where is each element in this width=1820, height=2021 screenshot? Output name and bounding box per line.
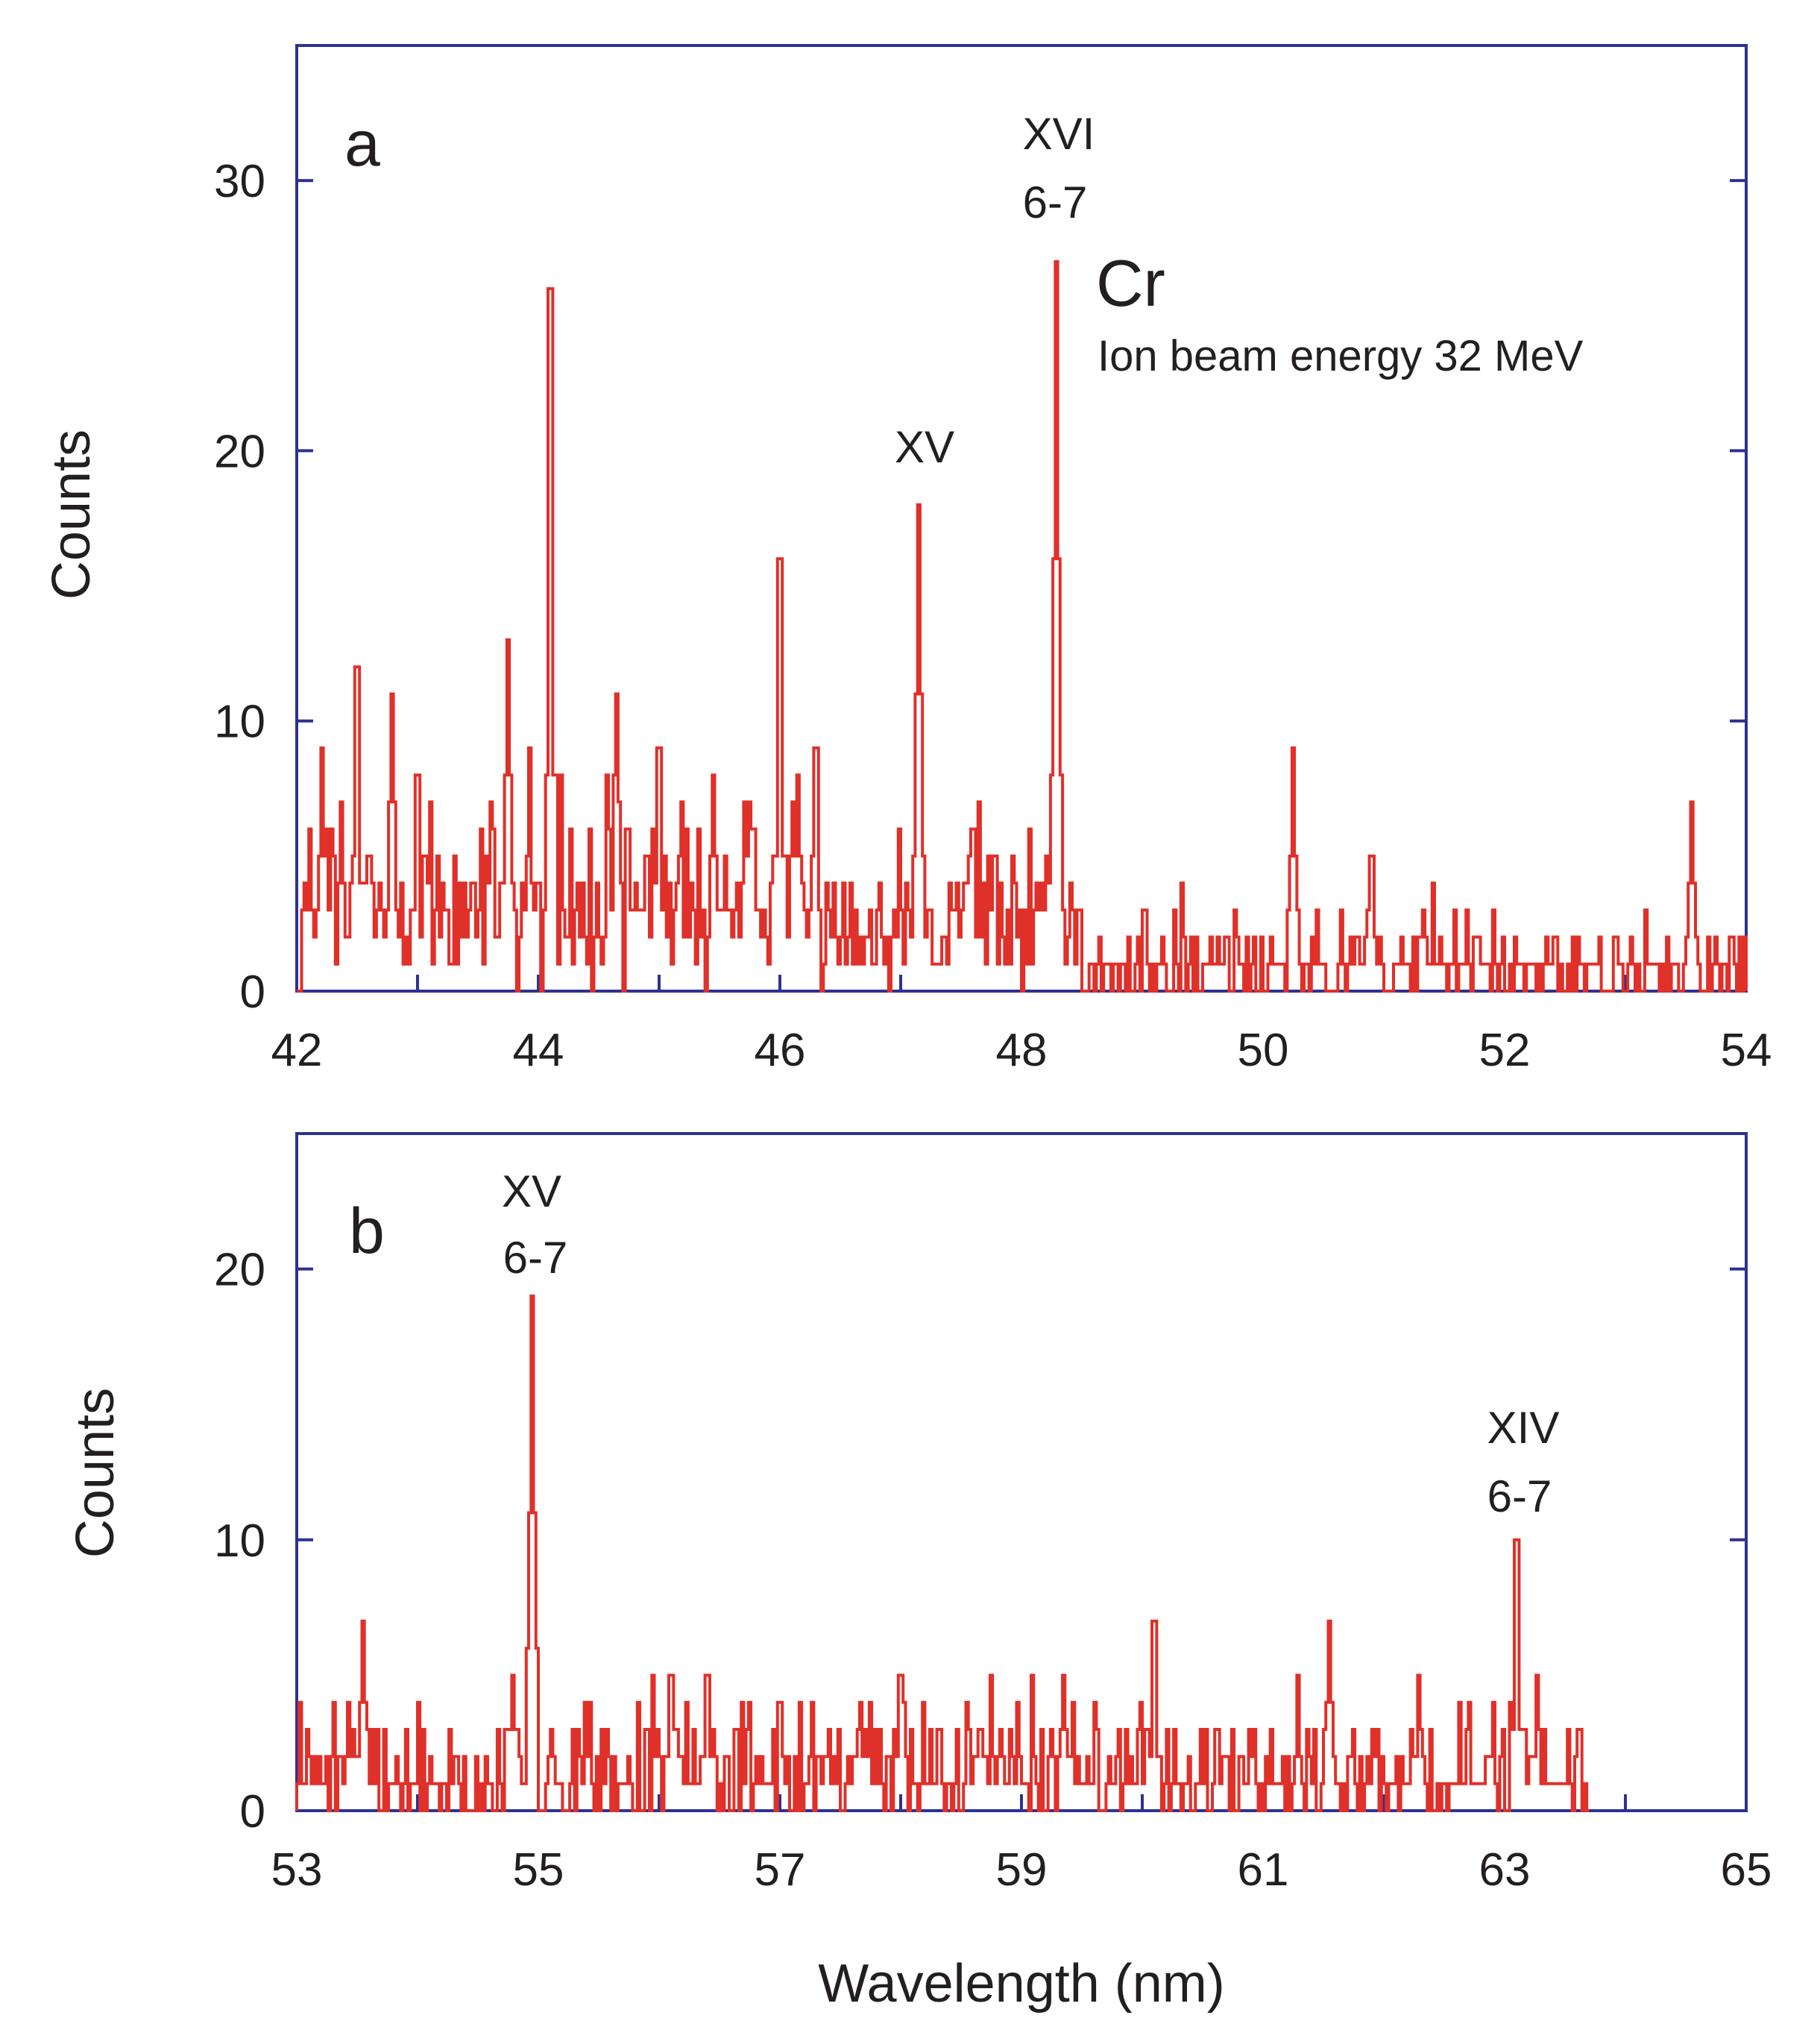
y-tick-label: 10 [214, 1515, 265, 1567]
x-tick-label: 50 [1238, 1025, 1289, 1076]
x-tick-label: 48 [996, 1025, 1048, 1076]
annotation-xv-b-transition: 6-7 [503, 1233, 568, 1283]
annotation-xv-a: XV [895, 422, 954, 472]
x-tick-label: 59 [996, 1844, 1048, 1896]
annotation-xiv-transition: 6-7 [1487, 1471, 1552, 1521]
x-tick-label: 65 [1721, 1844, 1772, 1896]
x-tick-label: 53 [271, 1844, 323, 1896]
annotation-xvi: XVI [1023, 109, 1095, 159]
y-tick-label: 20 [214, 1245, 265, 1296]
panel-b-tick-labels: 53 55 57 59 61 63 65 0 10 20 [214, 1245, 1772, 1896]
panel-a-tick-labels: 42 44 46 48 50 52 54 0 10 20 30 [214, 156, 1772, 1076]
annotation-xv-b: XV [502, 1166, 561, 1216]
x-tick-label: 55 [513, 1844, 564, 1896]
panel-a-chart: 42 44 46 48 50 52 54 0 10 20 30 Counts a XVI 6-7 X… [42, 44, 1772, 1076]
y-tick-label: 0 [240, 967, 265, 1018]
panel-b-chart: 53 55 57 59 61 63 65 0 10 20 Counts Wavelength (n… [66, 1132, 1772, 2014]
panel-a-ticks [295, 179, 1748, 993]
x-tick-label: 44 [513, 1025, 564, 1076]
y-tick-label: 30 [214, 156, 265, 207]
x-tick-label: 42 [271, 1025, 323, 1076]
x-tick-label: 52 [1479, 1025, 1531, 1076]
beam-energy-label: Ion beam energy 32 MeV [1098, 332, 1584, 380]
y-tick-label: 10 [214, 697, 265, 748]
panel-b-letter: b [349, 1195, 385, 1267]
panel-a-spectrum-line [297, 260, 1748, 993]
x-tick-label: 61 [1238, 1844, 1289, 1896]
x-tick-label: 57 [755, 1844, 806, 1896]
x-tick-label: 63 [1479, 1844, 1531, 1896]
annotation-xvi-transition: 6-7 [1023, 177, 1088, 227]
y-tick-label: 0 [240, 1786, 265, 1838]
element-label: Cr [1096, 246, 1165, 320]
panel-b-y-axis-label: Counts [66, 1388, 125, 1558]
panel-a-y-axis-label: Counts [42, 430, 101, 600]
x-axis-label: Wavelength (nm) [818, 1954, 1225, 2014]
panel-a-letter: a [344, 108, 380, 180]
annotation-xiv: XIV [1487, 1403, 1560, 1453]
y-tick-label: 20 [214, 426, 265, 477]
x-tick-label: 54 [1721, 1025, 1772, 1076]
panel-a-frame [295, 44, 1748, 993]
x-tick-label: 46 [755, 1025, 806, 1076]
panel-b-spectrum-line [295, 1294, 1590, 1812]
